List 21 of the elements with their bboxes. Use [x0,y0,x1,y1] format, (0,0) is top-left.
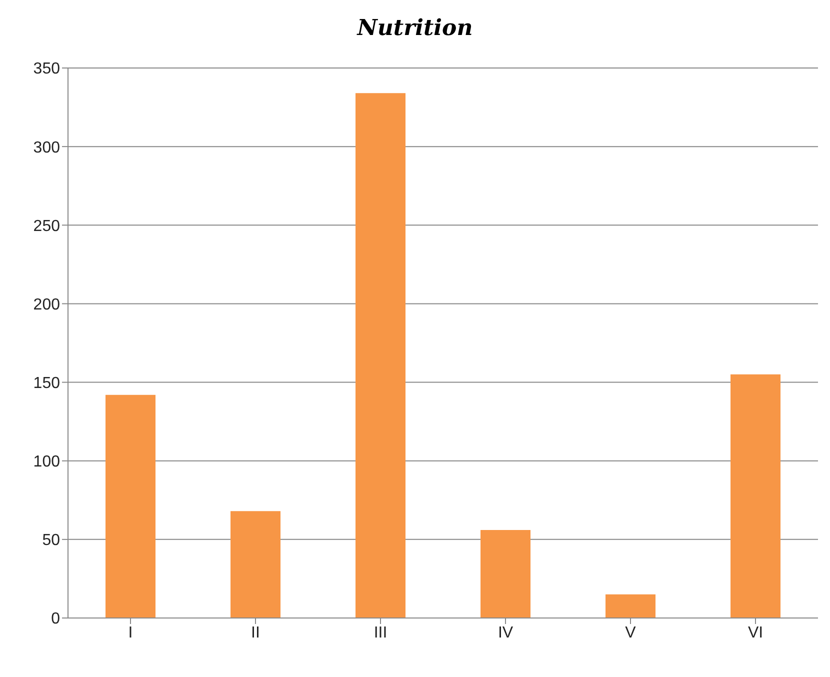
y-tick-label: 300 [33,139,60,156]
y-tick-label: 100 [33,454,60,471]
chart-title: Nutrition [356,14,474,43]
bar [356,93,406,618]
y-tick-label: 50 [42,532,60,550]
x-tick-label: V [625,624,636,642]
x-tick-label: VI [748,624,764,642]
bar [606,594,656,618]
y-tick-label: 0 [51,610,60,628]
y-tick-label: 150 [33,374,60,392]
bar [480,530,530,618]
x-tick-label: II [251,624,260,642]
bar [230,511,280,618]
y-tick-label: 200 [33,296,60,314]
bar [106,394,156,618]
x-tick-label: IV [498,624,514,642]
y-tick-label: 350 [33,60,60,78]
x-tick-label: III [374,624,388,642]
x-tick-label: I [128,624,133,642]
y-tick-label: 250 [33,218,60,235]
bar [730,374,780,618]
